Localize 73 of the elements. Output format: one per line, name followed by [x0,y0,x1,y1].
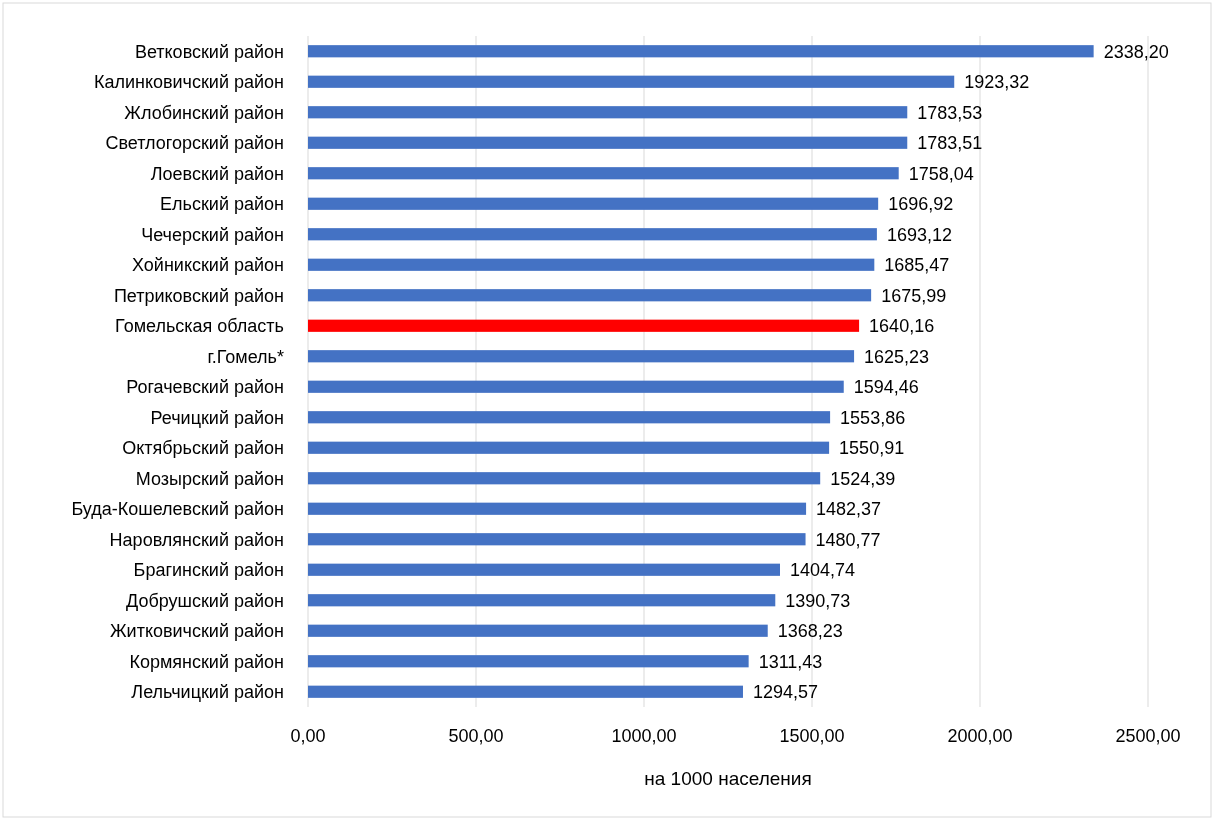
data-label: 1625,23 [864,346,930,367]
bar [308,75,955,88]
y-tick-label: Светлогорский район [105,133,284,154]
data-label: 1783,53 [917,102,983,123]
data-label: 1550,91 [839,438,905,459]
bar [308,563,780,576]
bar [308,472,821,485]
bar [308,380,844,393]
bar [308,624,768,637]
x-tick-label: 2000,00 [947,726,1013,746]
y-tick-label: Лоевский район [150,163,284,184]
data-label: 1758,04 [908,163,974,184]
bar [308,228,877,241]
y-tick-label: Житковичский район [109,621,284,642]
bar [308,533,806,546]
y-tick-label: г.Гомель* [207,346,284,367]
data-label: 1783,51 [917,133,983,154]
bar [308,106,908,119]
y-tick-label: Хойникский район [132,255,284,276]
y-tick-label: Лельчицкий район [131,682,284,703]
y-tick-label: Наровлянский район [109,529,284,550]
x-tick-label: 500,00 [448,726,504,746]
data-label: 1675,99 [881,285,947,306]
data-label: 1311,43 [758,651,823,672]
y-tick-label: Гомельская область [115,316,284,337]
data-label: 1640,16 [869,316,935,337]
bar [308,594,776,607]
data-label: 1685,47 [884,255,950,276]
bar [308,319,860,332]
x-tick-label: 1500,00 [779,726,845,746]
bar [308,411,831,424]
data-label: 1696,92 [888,194,954,215]
y-tick-label: Ветковский район [134,41,284,62]
y-tick-label: Добрушский район [126,590,284,611]
data-label: 1390,73 [785,590,851,611]
bar [308,502,807,515]
bar [308,289,872,302]
data-label: 1524,39 [830,468,896,489]
y-tick-label: Калинковичский район [93,72,284,93]
y-tick-label: Рогачевский район [126,377,284,398]
data-label: 2338,20 [1103,41,1169,62]
bar [308,45,1094,58]
data-label: 1480,77 [815,529,881,550]
data-label: 1923,32 [964,72,1030,93]
bar [308,350,855,363]
data-label: 1693,12 [886,224,952,245]
bar [308,655,749,668]
bar [308,167,899,180]
data-label: 1368,23 [777,621,843,642]
bar [308,685,743,698]
y-tick-label: Брагинский район [133,560,284,581]
x-tick-label: 1000,00 [611,726,677,746]
data-label: 1404,74 [789,560,856,581]
y-tick-label: Кормянский район [129,651,284,672]
y-tick-label: Октябрьский район [122,438,284,459]
data-label: 1482,37 [816,499,882,520]
bar [308,441,830,454]
y-tick-label: Петриковский район [113,285,284,306]
x-tick-label: 0,00 [290,726,326,746]
y-tick-label: Речицкий район [150,407,284,428]
data-label: 1553,86 [840,407,906,428]
y-tick-label: Жлобинский район [124,102,284,123]
x-axis-title: на 1000 населения [644,768,812,789]
y-tick-label: Ельский район [160,194,284,215]
y-tick-label: Мозырский район [135,468,284,489]
bar [308,136,908,149]
bar [308,197,879,210]
y-tick-label: Буда-Кошелевский район [71,499,284,520]
x-tick-label: 2500,00 [1115,726,1181,746]
y-tick-label: Чечерский район [141,224,284,245]
bar [308,258,875,271]
data-label: 1294,57 [752,682,819,703]
data-label: 1594,46 [853,377,919,398]
